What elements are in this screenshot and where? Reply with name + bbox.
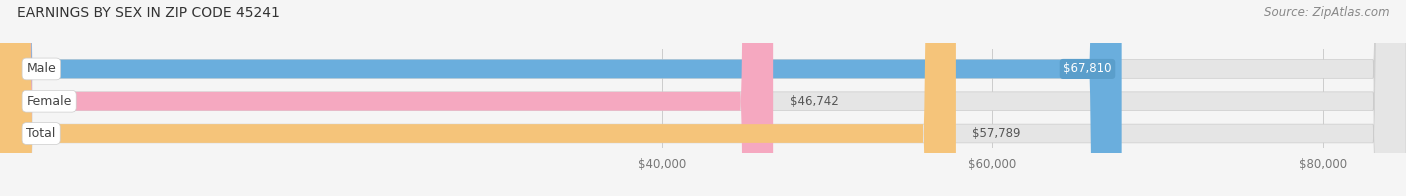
Text: $57,789: $57,789 xyxy=(973,127,1021,140)
FancyBboxPatch shape xyxy=(0,0,1122,196)
Text: Total: Total xyxy=(27,127,56,140)
Text: $67,810: $67,810 xyxy=(1063,63,1112,75)
Text: Female: Female xyxy=(27,95,72,108)
Text: $46,742: $46,742 xyxy=(790,95,838,108)
Text: Source: ZipAtlas.com: Source: ZipAtlas.com xyxy=(1264,6,1389,19)
FancyBboxPatch shape xyxy=(0,0,956,196)
Text: Male: Male xyxy=(27,63,56,75)
Text: EARNINGS BY SEX IN ZIP CODE 45241: EARNINGS BY SEX IN ZIP CODE 45241 xyxy=(17,6,280,20)
FancyBboxPatch shape xyxy=(0,0,773,196)
